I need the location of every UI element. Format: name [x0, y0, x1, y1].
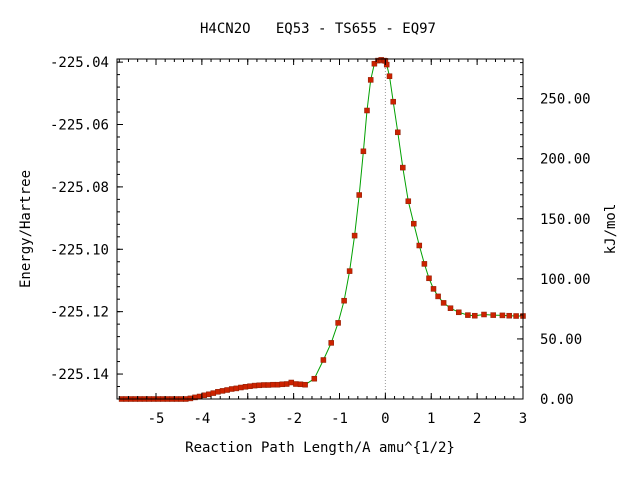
- data-point: [421, 261, 428, 267]
- y2-tick-label: 150.00: [540, 212, 591, 228]
- plot-frame: [116, 58, 524, 400]
- data-point: [219, 388, 226, 394]
- x-tick-label: -1: [331, 411, 348, 427]
- data-point: [367, 77, 374, 83]
- data-point: [386, 73, 393, 79]
- y2-tick-label: 200.00: [540, 152, 591, 168]
- data-point: [456, 309, 462, 316]
- y2-tick-label: 100.00: [540, 272, 591, 288]
- data-point: [383, 61, 390, 68]
- y2-axis-ticks: 0.00 50.00 100.00 150.00 200.00 250.00: [517, 62, 591, 408]
- data-point: [405, 198, 412, 204]
- data-point: [356, 192, 362, 198]
- x-tick-label: 2: [473, 411, 481, 427]
- data-point: [201, 392, 207, 399]
- data-point: [435, 293, 441, 300]
- y-axis-ticks: -225.04 -225.06 -225.08 -225.10 -225.12 -225.…: [50, 55, 123, 400]
- data-point: [364, 107, 370, 114]
- x-tick-label: -4: [193, 411, 210, 427]
- data-point: [302, 381, 308, 388]
- y-tick-label: -225.10: [50, 242, 109, 258]
- energy-profile-line: [121, 59, 523, 400]
- data-point: [430, 286, 437, 292]
- data-point: [371, 60, 378, 67]
- data-point: [224, 387, 230, 393]
- data-point: [426, 275, 432, 282]
- data-point: [288, 379, 295, 386]
- data-point: [293, 381, 299, 387]
- y-tick-label: -225.08: [50, 180, 109, 196]
- data-point: [390, 98, 396, 105]
- y2-tick-label: 0.00: [540, 392, 574, 408]
- data-point: [341, 297, 347, 304]
- data-point: [440, 300, 447, 306]
- data-point: [297, 381, 304, 388]
- data-point: [215, 389, 221, 395]
- y-tick-label: -225.04: [50, 55, 109, 71]
- x-tick-label: 3: [519, 411, 527, 427]
- y-tick-label: -225.14: [50, 367, 109, 383]
- data-point: [270, 381, 276, 388]
- data-point: [247, 383, 253, 389]
- data-point: [351, 232, 358, 239]
- data-point: [400, 164, 406, 171]
- y2-tick-label: 250.00: [540, 92, 591, 108]
- data-point: [210, 390, 217, 396]
- data-point: [283, 381, 290, 387]
- data-point: [360, 148, 367, 155]
- x-tick-label: -3: [239, 411, 256, 427]
- data-point: [311, 375, 318, 382]
- x-tick-label: -2: [285, 411, 302, 427]
- y-tick-label: -225.12: [50, 305, 109, 321]
- data-point: [465, 312, 471, 318]
- data-point: [233, 385, 240, 392]
- data-point: [256, 382, 262, 389]
- data-point: [274, 381, 281, 388]
- data-point: [490, 312, 496, 318]
- data-point: [472, 312, 478, 319]
- y2-tick-label: 50.00: [540, 332, 582, 348]
- y-tick-label: -225.06: [50, 118, 109, 134]
- data-point: [196, 393, 203, 400]
- data-point: [261, 382, 267, 388]
- data-point: [187, 395, 194, 402]
- data-point: [238, 384, 244, 391]
- y-axis-label: Energy/Hartree: [18, 170, 34, 288]
- series-layer: [118, 57, 526, 402]
- x-axis-label: Reaction Path Length/A amu^{1/2}: [185, 440, 455, 456]
- data-point: [395, 129, 401, 136]
- data-point: [481, 311, 487, 318]
- chart-title: H4CN2O EQ53 - TS655 - EQ97: [200, 21, 436, 37]
- data-point: [416, 242, 423, 249]
- data-point: [251, 382, 258, 389]
- x-tick-label: 1: [427, 411, 435, 427]
- data-point: [328, 340, 334, 346]
- data-point: [513, 313, 519, 319]
- y2-axis-label: kJ/mol: [603, 204, 619, 255]
- data-point: [265, 382, 272, 388]
- data-point: [447, 305, 454, 311]
- x-axis-ticks: -5 -4 -3 -2 -1 0 1 2 3: [118, 59, 527, 427]
- data-point: [499, 312, 506, 319]
- data-point: [335, 320, 341, 326]
- x-tick-label: -5: [148, 411, 165, 427]
- data-point: [228, 386, 235, 392]
- data-point: [411, 220, 417, 227]
- data-point: [506, 312, 512, 319]
- data-point: [346, 268, 353, 274]
- data-point: [320, 357, 327, 363]
- x-tick-label: 0: [381, 411, 389, 427]
